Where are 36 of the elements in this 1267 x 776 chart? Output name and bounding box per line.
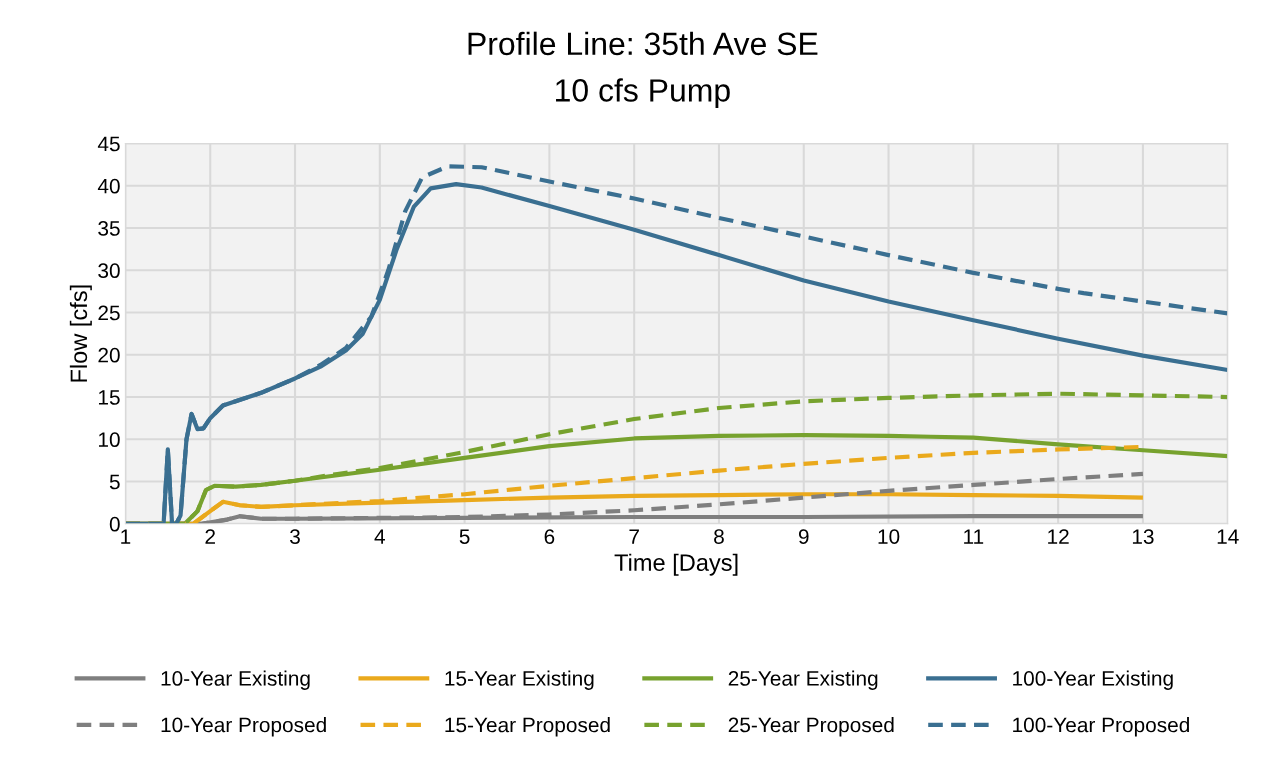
y-tick-label: 35 xyxy=(98,221,120,236)
legend-label: 25-Year Existing xyxy=(728,670,878,690)
legend-label: 15-Year Existing xyxy=(445,670,594,690)
x-tick-label: 7 xyxy=(629,529,639,544)
y-tick-label: 20 xyxy=(98,347,120,363)
chart-subtitle: 10 cfs Pump xyxy=(556,78,730,109)
x-tick-label: 9 xyxy=(798,529,809,544)
y-tick-label: 10 xyxy=(98,432,120,448)
legend-label: 15-Year Proposed xyxy=(445,717,610,737)
legend-label: 100-Year Existing xyxy=(1013,670,1173,690)
x-tick-label: 13 xyxy=(1132,529,1154,544)
x-tick-label: 4 xyxy=(374,529,385,544)
x-tick-label: 11 xyxy=(964,529,984,544)
chart-title: Profile Line: 35th Ave SE xyxy=(468,31,818,56)
x-tick-label: 5 xyxy=(459,529,470,544)
x-tick-label: 8 xyxy=(714,529,724,544)
legend-label: 25-Year Proposed xyxy=(728,717,894,737)
x-tick-label: 1 xyxy=(121,529,131,544)
y-tick-label: 5 xyxy=(109,474,120,490)
y-tick-label: 30 xyxy=(98,263,120,279)
y-tick-label: 45 xyxy=(97,136,120,152)
x-tick-label: 12 xyxy=(1048,529,1069,544)
y-tick-label: 25 xyxy=(98,305,120,321)
legend-label: 10-Year Proposed xyxy=(161,717,326,737)
y-tick-label: 15 xyxy=(98,390,120,405)
x-tick-label: 10 xyxy=(878,529,900,544)
x-tick-label: 3 xyxy=(290,529,300,544)
legend-label: 10-Year Existing xyxy=(161,670,310,690)
y-tick-label: 0 xyxy=(109,516,120,532)
y-tick-label: 40 xyxy=(97,178,120,194)
x-axis-title: Time [Days] xyxy=(614,553,738,576)
x-tick-label: 2 xyxy=(205,529,215,544)
x-tick-label: 14 xyxy=(1217,529,1239,544)
y-axis-title: Flow [cfs] xyxy=(69,285,92,382)
x-tick-label: 6 xyxy=(544,529,555,544)
legend-label: 100-Year Proposed xyxy=(1013,717,1189,737)
